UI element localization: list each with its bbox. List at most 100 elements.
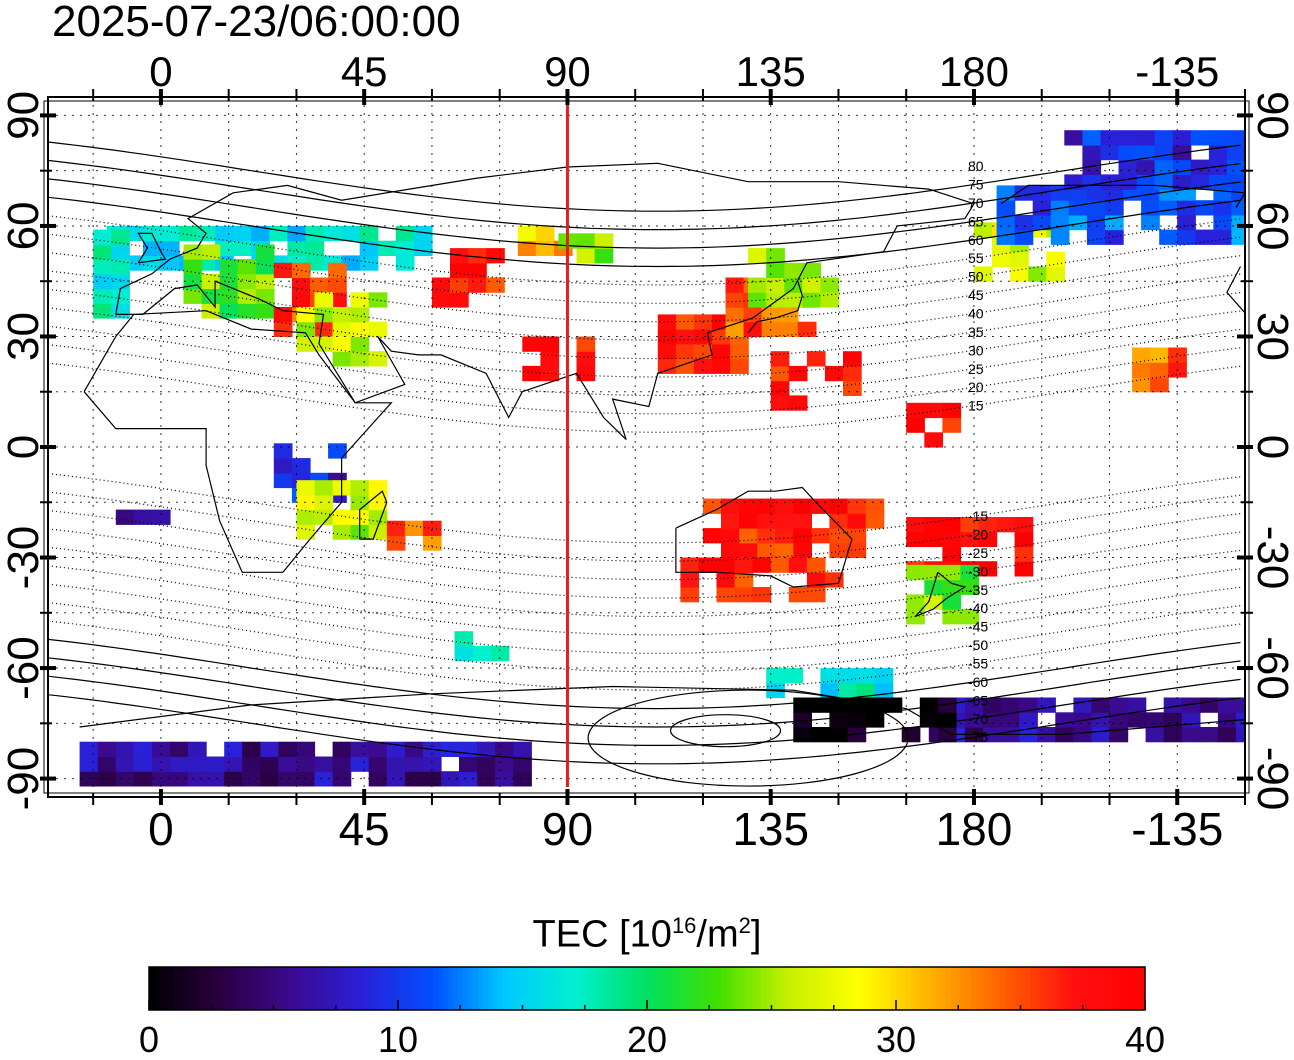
magnetic-latitude-label: 55 bbox=[968, 250, 984, 266]
colorbar-segment bbox=[263, 967, 270, 1010]
tec-cell bbox=[856, 668, 876, 684]
tec-cell bbox=[1118, 144, 1138, 161]
tec-cell bbox=[296, 321, 316, 337]
tec-cell bbox=[1217, 697, 1237, 713]
tec-cell bbox=[111, 288, 130, 304]
tec-cell bbox=[1172, 130, 1192, 146]
tec-cell bbox=[1014, 561, 1034, 577]
tec-cell bbox=[1245, 278, 1264, 293]
tec-cell bbox=[919, 697, 939, 713]
tec-cell bbox=[829, 513, 849, 529]
tec-cell bbox=[1163, 697, 1183, 713]
tec-cell bbox=[797, 321, 817, 337]
colorbar-segment bbox=[647, 967, 653, 1010]
tec-cell bbox=[757, 498, 776, 514]
tec-cell bbox=[1073, 727, 1093, 743]
tec-cell bbox=[806, 587, 826, 603]
tec-cell bbox=[942, 594, 962, 610]
tec-cell bbox=[296, 524, 316, 540]
colorbar-segment bbox=[826, 967, 832, 1010]
right-lat-label: -30 bbox=[1248, 526, 1294, 590]
tec-cell bbox=[404, 756, 424, 772]
tec-cell bbox=[1290, 712, 1294, 727]
colorbar-segment bbox=[607, 967, 613, 1010]
colorbar-segment bbox=[876, 967, 882, 1010]
tec-cell bbox=[1290, 712, 1294, 727]
colorbar-segment bbox=[856, 967, 862, 1010]
tec-cell bbox=[1213, 200, 1233, 216]
tec-cell bbox=[1226, 130, 1245, 146]
tec-cell bbox=[716, 572, 736, 588]
colorbar-segment bbox=[567, 967, 573, 1010]
tec-cell bbox=[811, 528, 831, 544]
bottom-lon-label: 135 bbox=[732, 803, 809, 855]
tec-cell bbox=[843, 365, 862, 382]
colorbar-segment bbox=[1130, 967, 1136, 1010]
tec-cell bbox=[960, 564, 980, 581]
colorbar-segment bbox=[407, 967, 414, 1010]
tec-cell bbox=[1181, 697, 1201, 713]
tec-cell bbox=[341, 225, 361, 242]
tec-cell bbox=[1263, 278, 1282, 293]
tec-cell bbox=[350, 480, 370, 496]
tec-cell bbox=[1145, 712, 1165, 728]
tec-cell bbox=[784, 292, 803, 308]
tec-cell bbox=[1163, 727, 1183, 743]
colorbar-title-suffix: ] bbox=[750, 913, 762, 956]
tec-cell bbox=[1254, 712, 1273, 727]
tec-cell bbox=[1091, 712, 1111, 728]
colorbar-segment bbox=[920, 967, 927, 1010]
tec-cell bbox=[942, 517, 962, 533]
tec-cell bbox=[721, 498, 740, 514]
tec-cell bbox=[1245, 263, 1264, 278]
colorbar-segment bbox=[891, 967, 897, 1010]
colorbar-segment bbox=[383, 967, 389, 1010]
tec-cell bbox=[675, 314, 695, 330]
tec-cell bbox=[775, 542, 794, 559]
colorbar-segment bbox=[1135, 967, 1141, 1010]
tec-cell bbox=[766, 262, 785, 279]
tec-cell bbox=[404, 771, 424, 787]
tec-cell bbox=[93, 244, 112, 260]
magnetic-latitude-label: -60 bbox=[968, 674, 988, 690]
left-lat-label: 60 bbox=[0, 201, 48, 250]
colorbar-segment bbox=[960, 967, 967, 1010]
colorbar-segment bbox=[572, 967, 578, 1010]
colorbar-segment bbox=[721, 967, 728, 1010]
colorbar-segment bbox=[905, 967, 912, 1010]
colorbar-segment bbox=[1045, 967, 1051, 1010]
tec-cell bbox=[486, 277, 505, 293]
magnetic-latitude-labels: 80 75 70 65 60 55 50 45 40 35 30 25 20 15 -15 -20 -25 -30… bbox=[968, 158, 988, 745]
tec-cell bbox=[739, 528, 758, 544]
tec-cell bbox=[1250, 185, 1269, 200]
tec-cell bbox=[806, 351, 826, 367]
colorbar-segment bbox=[452, 967, 459, 1010]
tec-cell bbox=[1226, 144, 1245, 161]
tec-cell bbox=[269, 225, 288, 242]
tec-cell bbox=[784, 262, 803, 279]
tec-cell bbox=[712, 343, 731, 360]
colorbar-segment bbox=[661, 967, 668, 1010]
colorbar-segment bbox=[363, 967, 369, 1010]
magnetic-latitude-line bbox=[48, 215, 1241, 286]
tec-cell bbox=[1046, 266, 1065, 282]
tec-cell bbox=[992, 251, 1011, 267]
tec-cell bbox=[983, 697, 1002, 713]
tec-cell bbox=[1136, 130, 1156, 146]
tec-cell bbox=[237, 303, 257, 319]
tec-cell bbox=[170, 771, 189, 787]
tec-cell bbox=[865, 498, 885, 514]
magnetic-latitude-line bbox=[48, 491, 1241, 562]
tec-cell bbox=[576, 351, 596, 367]
tec-cell bbox=[1010, 251, 1029, 267]
colorbar-segment bbox=[288, 967, 295, 1010]
tec-cell bbox=[350, 336, 370, 352]
tec-cell bbox=[1091, 727, 1111, 743]
tec-cell bbox=[255, 303, 275, 319]
tec-cell bbox=[901, 727, 921, 743]
magnetic-latitude-line bbox=[48, 620, 1241, 691]
tec-cell bbox=[924, 517, 943, 533]
colorbar-segment bbox=[622, 967, 628, 1010]
tec-cell bbox=[133, 509, 153, 525]
